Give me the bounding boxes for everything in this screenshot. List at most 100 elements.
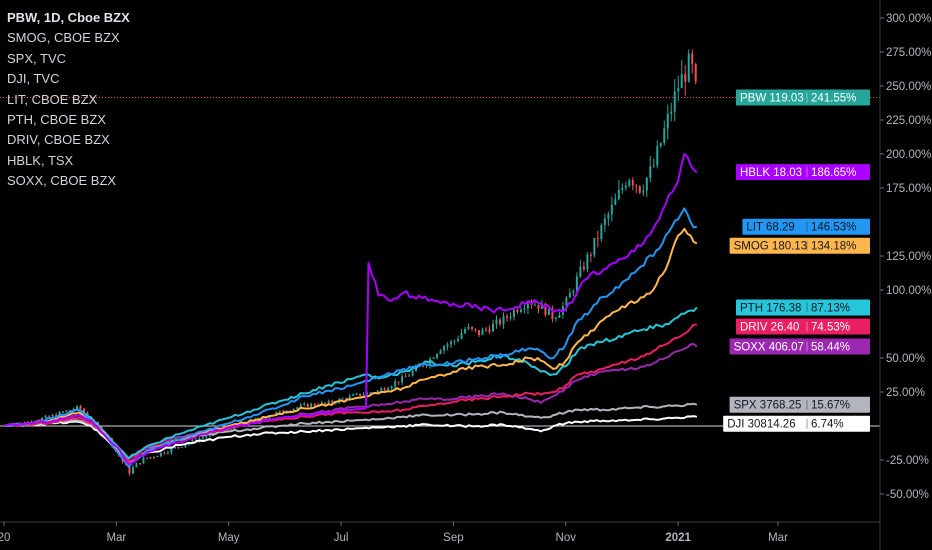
legend-item[interactable]: DRIV, CBOE BZX: [7, 132, 110, 148]
candle-body: [603, 218, 606, 226]
candle-body: [680, 74, 683, 89]
candle-body: [607, 214, 610, 219]
y-tick-label: 25.00%: [886, 387, 925, 399]
legend-item[interactable]: DJI, TVC: [7, 71, 60, 87]
candle-body: [62, 411, 65, 413]
candle-body: [212, 432, 215, 434]
series-label-spx: SPX 3768.25 15.67%: [729, 396, 870, 413]
candle-body: [579, 266, 582, 277]
label-percent: 186.65%: [811, 167, 856, 179]
y-tick-label: 275.00%: [886, 47, 931, 59]
candle-body: [390, 386, 393, 389]
y-tick-label: 300.00%: [886, 13, 931, 25]
candle-body: [401, 376, 404, 383]
label-box: [736, 89, 870, 106]
candle-body: [191, 439, 194, 443]
candle-body: [404, 376, 407, 378]
candle-body: [83, 408, 86, 413]
candle-body: [432, 358, 435, 360]
candle-body: [131, 467, 134, 474]
candle-body: [516, 309, 519, 312]
candle-body: [208, 433, 211, 437]
candle-body: [624, 185, 627, 188]
candle-body: [359, 393, 362, 396]
series-label-lit: LIT 68.29 146.53%: [742, 218, 870, 235]
candle-body: [621, 187, 624, 191]
series-line-lit[interactable]: [3, 207, 698, 468]
candle-body: [670, 111, 673, 114]
time-scale[interactable]: 20 Mar May Jul Sep Nov 2021 Mar: [0, 521, 880, 544]
candle-body: [589, 254, 592, 256]
candle-body: [450, 341, 453, 345]
series-label-pth: PTH 176.38 87.13%: [736, 299, 870, 316]
legend-item[interactable]: PTH, CBOE BZX: [7, 112, 106, 128]
candle-body: [453, 340, 456, 342]
candle-body: [457, 338, 460, 341]
candle-body: [41, 417, 44, 421]
candle-body: [76, 405, 79, 410]
candle-body: [652, 165, 655, 167]
candle-body: [645, 177, 648, 191]
candle-body: [411, 371, 414, 376]
candle-body: [523, 308, 526, 310]
y-tick-label: -25.00%: [886, 455, 929, 467]
y-tick-label: 175.00%: [886, 183, 931, 195]
legend-item[interactable]: LIT, CBOE BZX: [7, 91, 98, 107]
candle-body: [498, 319, 501, 325]
candle-body: [547, 308, 550, 315]
candle-body: [48, 415, 51, 417]
candle-body: [439, 350, 442, 354]
x-tick-label: Mar: [106, 532, 126, 544]
candle-body: [296, 407, 299, 409]
candle-body: [464, 329, 467, 334]
label-box: [742, 218, 870, 235]
legend-item[interactable]: SMOG, CBOE BZX: [7, 30, 120, 46]
price-scale[interactable]: 300.00% 275.00% 250.00% 225.00% 200.00% 175.0…: [879, 0, 931, 550]
label-box: [729, 396, 870, 413]
candle-body: [586, 254, 589, 270]
series-label-hblk: HBLK 18.03 186.65%: [736, 164, 870, 181]
candle-body: [282, 410, 285, 413]
candle-body: [593, 237, 596, 255]
candle-body: [166, 452, 169, 454]
label-percent: 146.53%: [811, 222, 856, 234]
candle-body: [264, 417, 267, 419]
x-tick-label: 2021: [665, 532, 691, 544]
candle-body: [505, 316, 508, 318]
series-line-hblk[interactable]: [3, 153, 698, 466]
y-tick-label: 125.00%: [886, 251, 931, 263]
candle-body: [205, 436, 208, 438]
candle-body: [173, 447, 176, 449]
candle-body: [145, 457, 148, 459]
candle-body: [128, 465, 131, 474]
y-tick-label: 100.00%: [886, 285, 931, 297]
candle-body: [44, 415, 47, 418]
candle-body: [495, 319, 498, 324]
label-box: [736, 318, 870, 335]
series-label-smog: SMOG 180.13 134.18%: [729, 237, 870, 254]
label-percent: 134.18%: [811, 241, 856, 253]
candle-body: [436, 353, 439, 359]
label-percent: 241.55%: [811, 92, 856, 104]
label-percent: 58.44%: [811, 342, 850, 354]
legend-item[interactable]: HBLK, TSX: [7, 152, 74, 168]
x-tick-label: 20: [0, 532, 10, 544]
x-tick-label: Mar: [768, 532, 788, 544]
candle-body: [65, 410, 68, 412]
label-percent: 6.74%: [811, 419, 844, 431]
candle-body: [596, 237, 599, 240]
candle-body: [177, 447, 180, 449]
candle-body: [600, 225, 603, 240]
candle-body: [159, 452, 162, 457]
legend-item[interactable]: SOXX, CBOE BZX: [7, 173, 117, 189]
candle-body: [673, 91, 676, 112]
legend-item[interactable]: PBW, 1D, Cboe BZX: [7, 10, 130, 25]
candle-body: [565, 297, 568, 307]
y-tick-label: 200.00%: [886, 149, 931, 161]
candle-body: [509, 316, 512, 318]
candle-body: [631, 180, 634, 186]
label-percent: 87.13%: [811, 303, 850, 315]
chart-grid: [0, 96, 880, 427]
legend-item[interactable]: SPX, TVC: [7, 50, 67, 66]
